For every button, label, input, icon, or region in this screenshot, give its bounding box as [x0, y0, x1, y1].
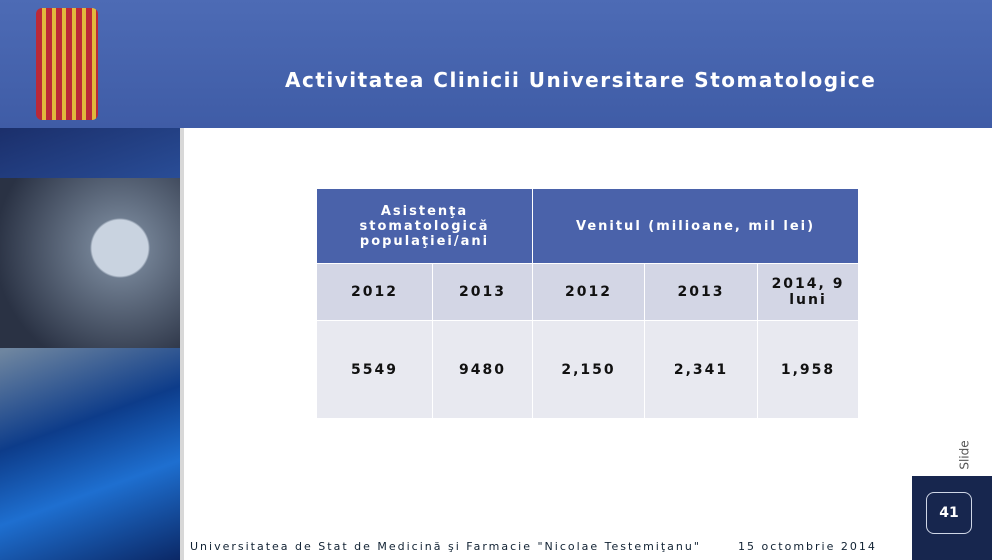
- slide-page: Activitatea Clinicii Universitare Stomat…: [0, 0, 992, 560]
- year-cell: 2013: [645, 264, 758, 321]
- footer-date: 15 octombrie 2014: [738, 540, 877, 553]
- side-banner: [0, 128, 184, 560]
- value-cell: 1,958: [758, 321, 859, 419]
- data-table: Asistenţa stomatologică populaţiei/ani V…: [316, 188, 859, 419]
- year-cell: 2012: [317, 264, 433, 321]
- slide-title: Activitatea Clinicii Universitare Stomat…: [285, 68, 876, 92]
- year-cell: 2013: [433, 264, 533, 321]
- slide-label: Slide: [958, 440, 972, 469]
- year-cell: 2014, 9 luni: [758, 264, 859, 321]
- photo: [0, 178, 180, 348]
- footer-institution: Universitatea de Stat de Medicină şi Far…: [190, 540, 701, 553]
- header-band: Activitatea Clinicii Universitare Stomat…: [0, 0, 992, 128]
- value-cell: 2,150: [533, 321, 645, 419]
- year-cell: 2012: [533, 264, 645, 321]
- logo: [36, 8, 98, 120]
- value-cell: 9480: [433, 321, 533, 419]
- value-cell: 5549: [317, 321, 433, 419]
- slide-number: 41: [926, 492, 972, 534]
- value-cell: 2,341: [645, 321, 758, 419]
- header-cell: Venitul (milioane, mil lei): [533, 189, 859, 264]
- header-cell: Asistenţa stomatologică populaţiei/ani: [317, 189, 533, 264]
